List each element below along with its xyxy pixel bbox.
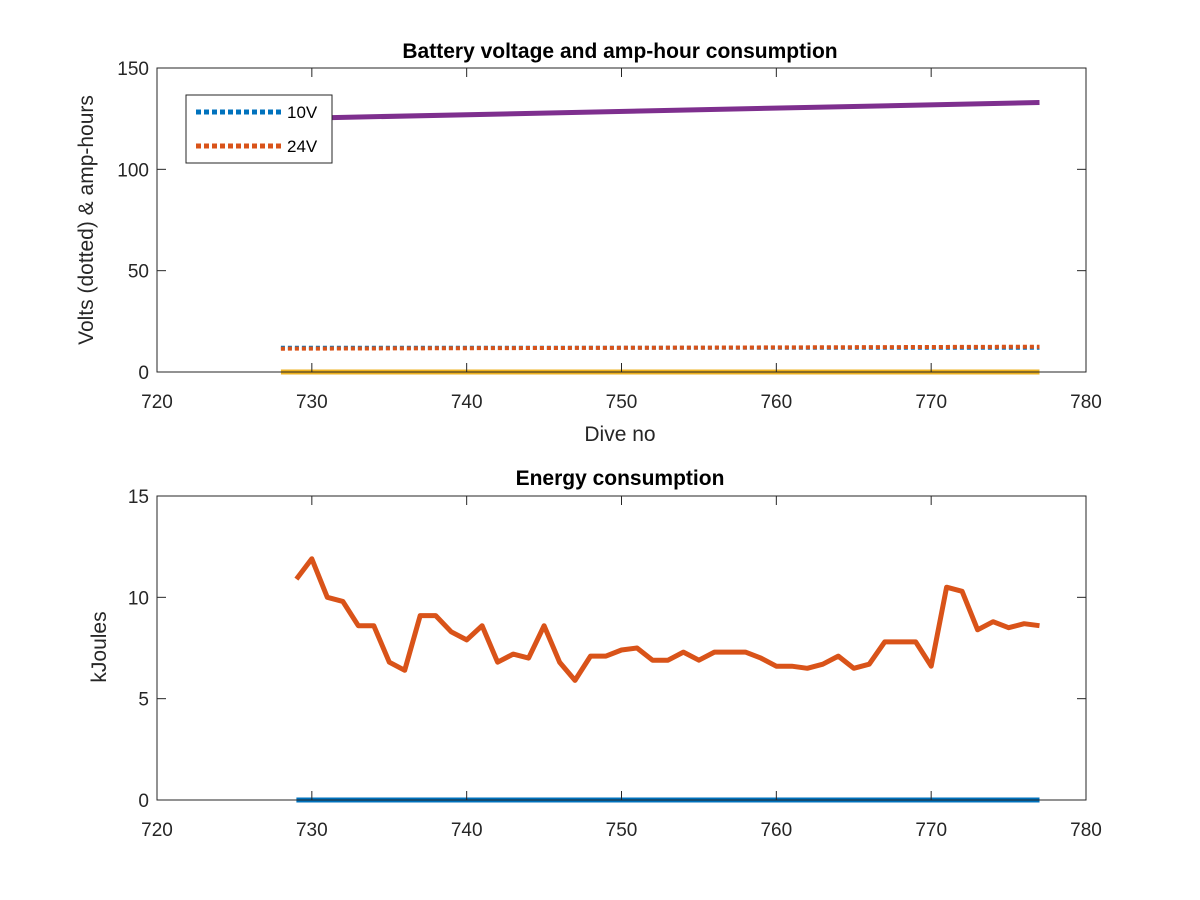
energy-ytick-label: 15: [128, 487, 149, 508]
energy-ytick-label: 5: [138, 690, 149, 711]
battery-xtick-label: 770: [915, 392, 947, 413]
energy-chart: Energy consumption kJoules 720 730 740 750 7…: [88, 467, 1102, 841]
energy-xtick-label: 730: [296, 820, 328, 841]
battery-chart-legend: 10V 24V: [185, 94, 333, 164]
battery-xtick-label: 730: [296, 392, 328, 413]
energy-xtick-label: 770: [915, 820, 947, 841]
legend-box: [185, 94, 333, 164]
battery-ytick-label: 150: [117, 59, 149, 80]
battery-xtick-label: 740: [451, 392, 483, 413]
battery-xtick-label: 760: [760, 392, 792, 413]
battery-xtick-label: 780: [1070, 392, 1102, 413]
battery-chart-xlabel: Dive no: [584, 423, 655, 446]
battery-series-1: [280, 344, 1040, 351]
energy-series-1: [294, 556, 1040, 683]
battery-xtick-label: 750: [606, 392, 638, 413]
energy-chart-ylabel: kJoules: [88, 611, 111, 682]
legend-label-10v: 10V: [287, 103, 318, 122]
energy-ytick-label: 0: [138, 791, 149, 812]
energy-xtick-label: 760: [760, 820, 792, 841]
energy-ytick-label: 10: [128, 588, 149, 609]
battery-chart-ylabel: Volts (dotted) & amp-hours: [75, 95, 98, 345]
energy-xtick-label: 720: [141, 820, 173, 841]
legend-label-24v: 24V: [287, 137, 318, 156]
battery-ytick-label: 100: [117, 160, 149, 181]
battery-chart: Battery voltage and amp-hour consumption…: [75, 40, 1102, 446]
battery-chart-plot-area: 720 730 740 750 760 770 780 0 50 100 150: [117, 59, 1102, 413]
battery-ytick-label: 0: [138, 363, 149, 384]
energy-chart-title: Energy consumption: [516, 467, 725, 490]
energy-xtick-label: 780: [1070, 820, 1102, 841]
energy-chart-plot-area: 720 730 740 750 760 770 780 0 5 10 15: [128, 487, 1102, 841]
battery-chart-title: Battery voltage and amp-hour consumption: [402, 40, 837, 63]
battery-xtick-label: 720: [141, 392, 173, 413]
energy-xtick-label: 740: [451, 820, 483, 841]
energy-xtick-label: 750: [606, 820, 638, 841]
battery-ytick-label: 50: [128, 262, 149, 283]
battery-series-3: [280, 100, 1040, 122]
